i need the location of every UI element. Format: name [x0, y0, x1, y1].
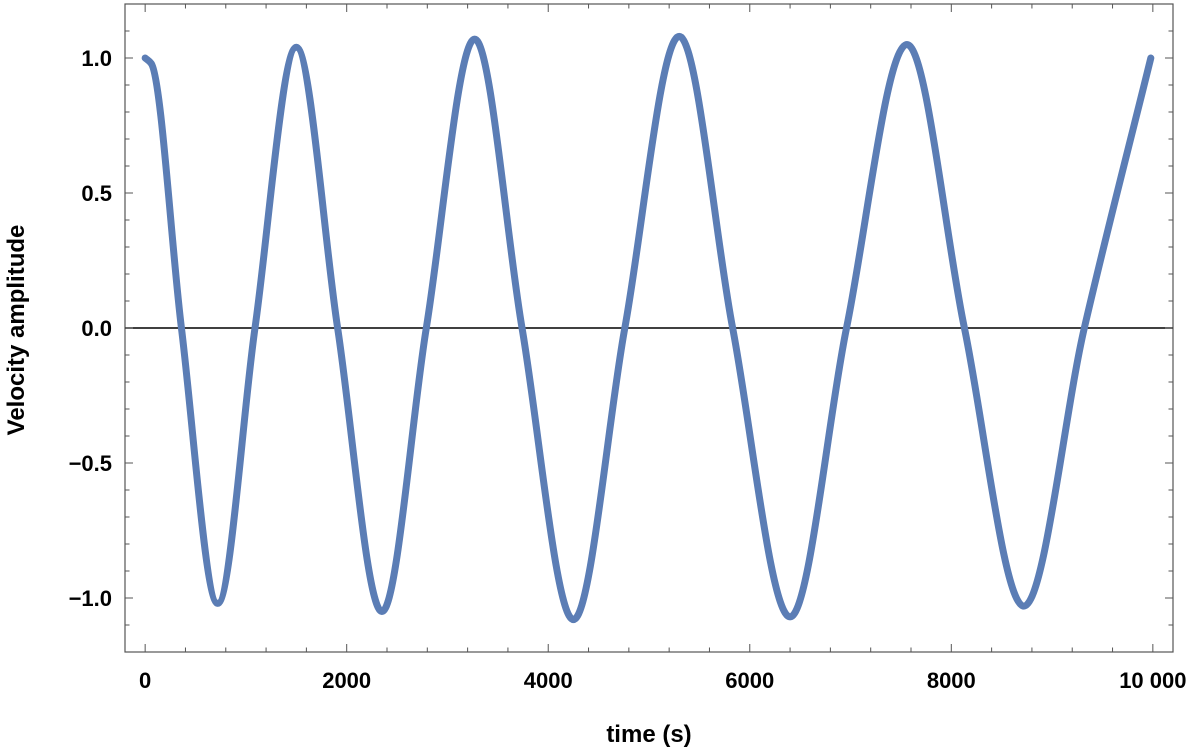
y-tick-label: −1.0: [69, 586, 112, 611]
series-line: [141, 32, 1155, 624]
tick-labels: 0 2000 4000 6000 8000 10 000 1.0 0.5 0.0 −0.5 −1.0: [69, 46, 1187, 693]
x-axis-label: time (s): [606, 721, 691, 748]
axis-ticks: [125, 4, 1173, 652]
x-tick-label: 6000: [725, 668, 774, 693]
y-tick-label: 1.0: [81, 46, 112, 71]
x-tick-label: 2000: [322, 668, 371, 693]
x-tick-label: 4000: [524, 668, 573, 693]
x-tick-label: 8000: [927, 668, 976, 693]
y-axis-label: Velocity amplitude: [3, 225, 30, 436]
y-tick-label: 0.5: [81, 181, 112, 206]
x-tick-label: 10 000: [1119, 668, 1186, 693]
x-tick-label: 0: [139, 668, 151, 693]
y-tick-label: 0.0: [81, 316, 112, 341]
y-tick-label: −0.5: [69, 451, 112, 476]
